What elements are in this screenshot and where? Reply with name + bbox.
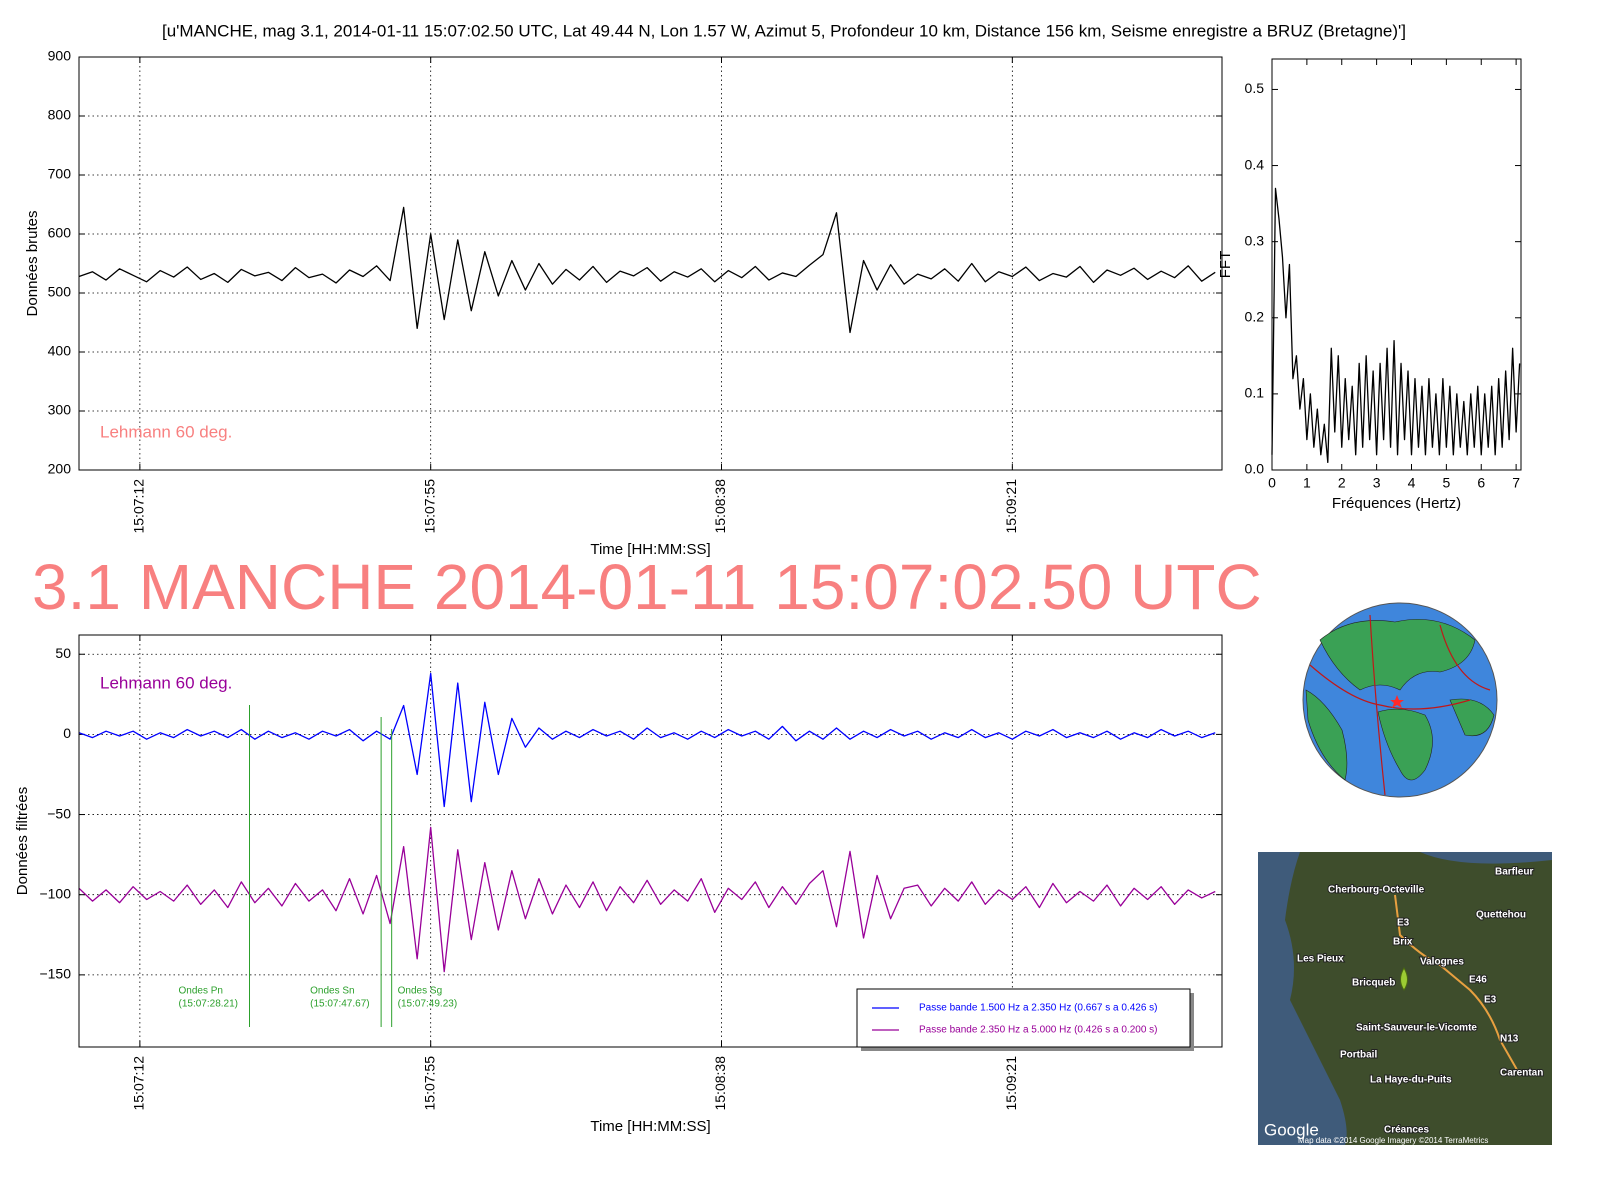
- map-label: Carentan: [1500, 1068, 1543, 1079]
- y-tick-label: 0.4: [1245, 156, 1265, 172]
- map-label: Brix: [1393, 937, 1413, 948]
- legend-label: Passe bande 1.500 Hz a 2.350 Hz (0.667 s…: [919, 1003, 1158, 1014]
- map-sea: [1258, 852, 1347, 1145]
- map-label: Quettehou: [1476, 910, 1526, 921]
- x-tick-label: 15:07:12: [131, 479, 147, 534]
- series-line: [1271, 187, 1521, 464]
- y-tick-label: 600: [48, 225, 72, 241]
- y-tick-label: −100: [39, 885, 71, 901]
- y-tick-label: 0: [63, 725, 71, 741]
- series-line: [78, 206, 1216, 334]
- note: Lehmann 60 deg.: [100, 422, 232, 441]
- phase-label: Ondes Sg: [398, 986, 442, 997]
- x-tick-label: 15:08:38: [712, 479, 728, 534]
- chart: 200 300 400 500 600 700 800 900 15:07:12 15:07:55…: [24, 48, 1223, 558]
- y-tick-label: 50: [55, 645, 71, 661]
- map-label: E3: [1397, 918, 1410, 929]
- x-tick-label: 1: [1303, 475, 1311, 491]
- map-label: Saint-Sauveur-le-Vicomte: [1356, 1023, 1477, 1034]
- figure-title: [u'MANCHE, mag 3.1, 2014-01-11 15:07:02.…: [162, 21, 1406, 40]
- x-axis-label: Fréquences (Hertz): [1332, 495, 1461, 512]
- y-tick-label: 900: [48, 48, 72, 64]
- phase-time: (15:07:49.23): [398, 999, 458, 1010]
- y-tick-label: −50: [47, 805, 71, 821]
- x-axis-label: Time [HH:MM:SS]: [590, 1118, 710, 1135]
- map-road: [1394, 894, 1521, 1076]
- note: Lehmann 60 deg.: [100, 673, 232, 692]
- phase-time: (15:07:28.21): [179, 999, 239, 1010]
- headline: 3.1 MANCHE 2014-01-11 15:07:02.50 UTC: [32, 551, 1262, 623]
- x-tick-label: 15:09:21: [1003, 1056, 1019, 1111]
- map-marker: [1400, 967, 1408, 991]
- plot-frame: [78, 56, 1223, 471]
- plot-frame: [78, 634, 1223, 1048]
- plot-frame: [1271, 58, 1522, 471]
- x-tick-label: 6: [1477, 475, 1485, 491]
- x-tick-label: 15:07:55: [421, 1056, 437, 1111]
- x-tick-label: 7: [1512, 475, 1520, 491]
- map-label: E3: [1484, 995, 1497, 1006]
- y-tick-label: 800: [48, 107, 72, 123]
- phase-label: Ondes Pn: [179, 986, 223, 997]
- y-tick-label: 200: [48, 461, 72, 477]
- series-line: [78, 672, 1216, 808]
- globe-plate-boundary: [1309, 614, 1491, 796]
- map-label: Bricqueb: [1352, 978, 1395, 989]
- y-tick-label: 400: [48, 343, 72, 359]
- y-tick-label: 0.0: [1245, 461, 1265, 477]
- x-tick-label: 2: [1338, 475, 1346, 491]
- map-label: E46: [1469, 975, 1487, 986]
- chart: 0.0 0.1 0.2 0.3 0.4 0.5 0 1 2 3 4 5 6 7 Fréquences (He…: [1217, 58, 1522, 512]
- map-label: La Haye-du-Puits: [1370, 1075, 1452, 1086]
- map: Barfleur Cherbourg-Octeville Quettehou E…: [1258, 852, 1552, 1145]
- chart: −150 −100 −50 0 50 15:07:12 15:07:55 15:08:38 15…: [14, 634, 1223, 1135]
- globe-land: [1319, 619, 1476, 691]
- x-tick-label: 15:08:38: [712, 1056, 728, 1111]
- y-tick-label: 500: [48, 284, 72, 300]
- x-tick-label: 15:07:12: [131, 1056, 147, 1111]
- map-label: Barfleur: [1495, 867, 1533, 878]
- map-label: Créances: [1384, 1125, 1429, 1136]
- y-axis-label: FFT: [1217, 251, 1234, 279]
- x-axis-label: Time [HH:MM:SS]: [590, 541, 710, 558]
- phase-label: Ondes Sn: [310, 986, 354, 997]
- legend-label: Passe bande 2.350 Hz a 5.000 Hz (0.426 s…: [919, 1025, 1158, 1036]
- epicenter-star: [1390, 695, 1404, 708]
- map-label: Portbail: [1340, 1050, 1377, 1061]
- map-label: Les Pieux: [1297, 954, 1344, 965]
- x-tick-label: 15:09:21: [1003, 479, 1019, 534]
- x-tick-label: 3: [1373, 475, 1381, 491]
- map-logo: Google: [1264, 1120, 1319, 1139]
- x-tick-label: 15:07:55: [421, 479, 437, 534]
- y-tick-label: 0.1: [1245, 385, 1265, 401]
- y-tick-label: 0.2: [1245, 308, 1265, 324]
- map-label: Cherbourg-Octeville: [1328, 885, 1425, 896]
- globe: [1302, 602, 1498, 798]
- y-tick-label: 300: [48, 402, 72, 418]
- map-attribution: Map data ©2014 Google Imagery ©2014 Terr…: [1298, 1136, 1488, 1145]
- y-axis-label: Données brutes: [24, 211, 41, 317]
- x-tick-label: 0: [1268, 475, 1276, 491]
- y-tick-label: −150: [39, 966, 71, 982]
- globe-land: [1377, 708, 1433, 781]
- series-line: [78, 826, 1216, 973]
- globe-land: [1305, 689, 1348, 781]
- globe-land: [1449, 698, 1495, 737]
- legend-box: [856, 988, 1191, 1048]
- map-label: Valognes: [1420, 957, 1464, 968]
- y-axis-label: Données filtrées: [14, 787, 31, 895]
- x-tick-label: 5: [1442, 475, 1450, 491]
- y-tick-label: 0.5: [1245, 80, 1265, 96]
- phase-time: (15:07:47.67): [310, 999, 370, 1010]
- x-tick-label: 4: [1408, 475, 1416, 491]
- y-tick-label: 700: [48, 166, 72, 182]
- map-label: N13: [1500, 1034, 1519, 1045]
- y-tick-label: 0.3: [1245, 232, 1265, 248]
- map-sea: [1420, 852, 1552, 864]
